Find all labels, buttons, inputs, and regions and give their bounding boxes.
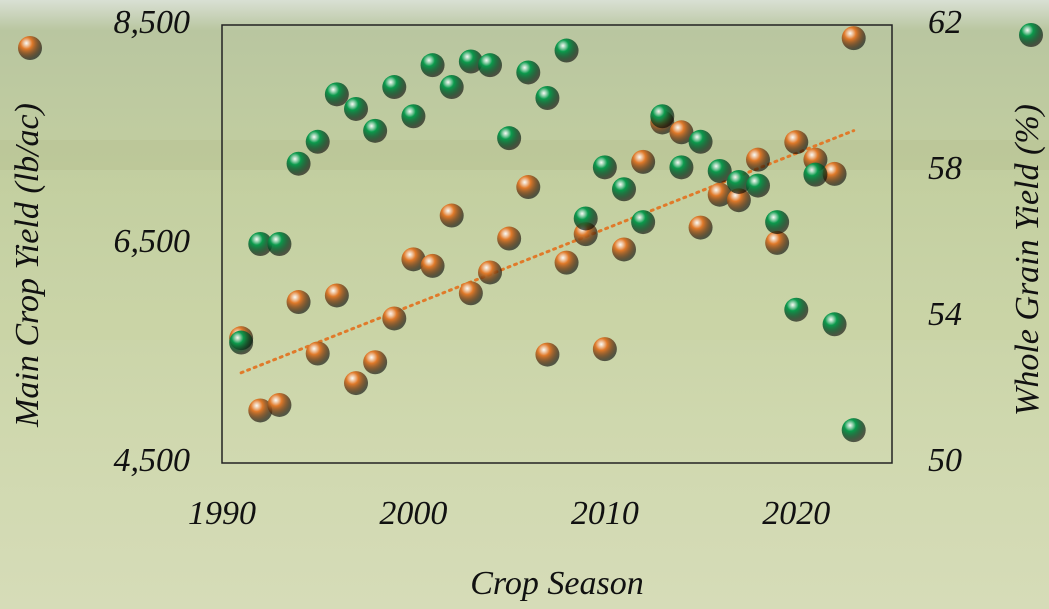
data-point: [516, 60, 540, 84]
data-point: [516, 175, 540, 199]
data-point: [784, 130, 808, 154]
data-point: [497, 126, 521, 150]
data-point: [823, 312, 847, 336]
data-point: [440, 75, 464, 99]
data-point: [325, 283, 349, 307]
data-point: [421, 254, 445, 278]
data-point: [344, 97, 368, 121]
data-point: [287, 290, 311, 314]
data-point: [344, 371, 368, 395]
data-point: [612, 177, 636, 201]
data-point: [555, 251, 579, 275]
data-point: [746, 148, 770, 172]
x-tick-label: 2010: [571, 495, 639, 532]
data-point: [401, 104, 425, 128]
data-point: [803, 163, 827, 187]
data-point: [593, 337, 617, 361]
data-point: [555, 39, 579, 63]
data-point: [746, 174, 770, 198]
data-point: [784, 298, 808, 322]
data-point: [363, 119, 387, 143]
data-point: [382, 75, 406, 99]
data-point: [535, 86, 559, 110]
data-point: [593, 155, 617, 179]
data-point: [765, 231, 789, 255]
y-tick-label: 8,500: [114, 4, 191, 41]
chart: Main Crop Yield (lb/ac) Whole Grain Yiel…: [0, 0, 1049, 609]
data-point: [669, 155, 693, 179]
data-point: [459, 281, 483, 305]
y-axis-title: Main Crop Yield (lb/ac): [9, 103, 46, 428]
data-point: [535, 343, 559, 367]
data-point: [267, 393, 291, 417]
data-point: [478, 260, 502, 284]
data-point: [631, 150, 655, 174]
legend-marker: [1019, 23, 1043, 47]
x-tick-label: 2000: [379, 495, 447, 532]
y-tick-label: 4,500: [114, 442, 191, 479]
data-point: [306, 130, 330, 154]
data-point: [574, 206, 598, 230]
data-point: [306, 342, 330, 366]
y2-axis-title: Whole Grain Yield (%): [1009, 104, 1046, 416]
data-point: [421, 53, 445, 77]
data-point: [689, 130, 713, 154]
data-point: [765, 210, 789, 234]
y2-tick-label: 58: [928, 150, 962, 187]
data-point: [325, 82, 349, 106]
y-tick-label: 6,500: [114, 223, 191, 260]
data-point: [478, 53, 502, 77]
data-point: [612, 237, 636, 261]
data-point: [363, 350, 387, 374]
data-point: [631, 210, 655, 234]
legend-marker: [18, 36, 42, 60]
y2-tick-label: 62: [928, 4, 962, 41]
data-point: [382, 306, 406, 330]
data-point: [287, 152, 311, 176]
x-tick-label: 2020: [762, 495, 830, 532]
y2-tick-label: 54: [928, 296, 962, 333]
data-point: [650, 104, 674, 128]
data-point: [497, 227, 521, 251]
data-point: [842, 418, 866, 442]
data-point: [440, 204, 464, 228]
data-point: [229, 331, 253, 355]
x-axis-title: Crop Season: [470, 565, 643, 602]
data-point: [842, 26, 866, 50]
data-point: [267, 232, 291, 256]
x-tick-label: 1990: [188, 495, 256, 532]
data-point: [689, 216, 713, 240]
y2-tick-label: 50: [928, 442, 962, 479]
